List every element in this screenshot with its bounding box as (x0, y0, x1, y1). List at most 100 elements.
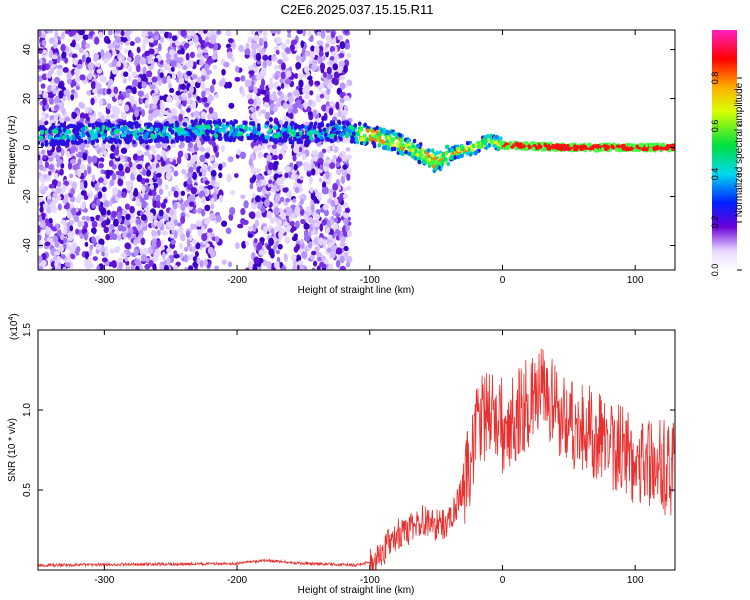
spectrogram-cell (151, 190, 157, 197)
spectrogram-cell (173, 230, 178, 239)
spectrogram-cell (310, 204, 315, 213)
spectrogram-cell (312, 260, 318, 267)
spectrogram-cell (100, 207, 107, 216)
spectrogram-ridge-cell (38, 140, 41, 145)
spectrogram-cell (286, 190, 293, 199)
spectrogram-cell (177, 222, 182, 227)
spectrogram-cell (248, 65, 254, 71)
spectrogram-cell (61, 51, 67, 59)
spectrogram-cell (262, 30, 268, 37)
spectrogram-cell (143, 193, 150, 201)
spectrogram-ridge-cell (150, 133, 154, 138)
spectrogram-cell (84, 241, 89, 247)
spectrogram-cell (272, 154, 279, 161)
spectrogram-cell (117, 99, 123, 104)
y-tick-label: -20 (22, 189, 33, 204)
spectrogram-cell (284, 172, 289, 179)
spectrogram-cell (155, 142, 162, 149)
spectrogram-cell (315, 209, 321, 214)
spectrogram-cell (91, 155, 98, 164)
spectrogram-cell (252, 98, 257, 106)
spectrogram-ridge-cell (239, 124, 244, 129)
spectrogram-cell (98, 99, 104, 107)
spectrogram-cell (112, 233, 118, 241)
spectrogram-cell (53, 172, 59, 179)
spectrogram-cell (118, 56, 123, 62)
spectrogram-cell (333, 54, 340, 60)
spectrogram-ridge-cell (282, 137, 287, 143)
spectrogram-cell (208, 93, 213, 102)
spectrogram-ridge-cell (44, 129, 49, 135)
spectrogram-cell (313, 222, 320, 228)
spectrogram-ridge-cell (229, 135, 234, 140)
spectrogram-cell (185, 52, 190, 61)
spectrogram-cell (103, 150, 108, 157)
spectrogram-cell (123, 219, 130, 226)
spectrogram-cell (327, 242, 334, 248)
spectrogram-cell (204, 37, 210, 43)
spectrogram-cell (329, 39, 337, 44)
spectrogram-cell (188, 40, 194, 47)
spectrogram-cell (184, 246, 189, 252)
spectrogram-ridge-cell (368, 137, 373, 142)
spectrogram-cell (343, 95, 350, 102)
spectrogram-ridge-cell (285, 133, 290, 138)
spectrogram-cell (44, 186, 49, 191)
spectrogram-cell (124, 203, 130, 210)
spectrogram-cell (342, 193, 349, 200)
y-tick-label: 20 (22, 93, 33, 105)
spectrogram-cell (266, 154, 272, 162)
spectrogram-ridge-cell (510, 144, 515, 150)
spectrogram-cell (63, 243, 67, 250)
spectrogram-ridge-cell (61, 135, 66, 140)
spectrogram-ridge-cell (529, 141, 534, 146)
spectrogram-cell (169, 87, 175, 94)
spectrogram-cell (198, 190, 206, 198)
spectrogram-cell (293, 89, 300, 97)
spectrogram-cell (180, 48, 185, 55)
spectrogram-ridge-cell (278, 136, 283, 142)
spectrogram-ridge-cell (296, 138, 300, 144)
spectrogram-cell (329, 60, 336, 66)
spectrogram-ridge-cell (540, 141, 545, 147)
y-tick-label: 1.0 (22, 403, 33, 417)
spectrogram-cell (119, 154, 125, 160)
spectrogram-ridge-cell (566, 145, 570, 150)
spectrogram-cell (276, 177, 282, 186)
spectrogram-cell (203, 258, 208, 267)
spectrogram-cell (283, 253, 288, 263)
spectrogram-cell (253, 145, 260, 153)
spectrogram-cell (343, 104, 348, 111)
spectrogram-cell (344, 30, 349, 35)
spectrogram-cell (281, 142, 288, 152)
spectrogram-cell (326, 247, 332, 253)
spectrogram-ridge-cell (372, 141, 377, 147)
spectrogram-cell (343, 212, 349, 219)
spectrogram-cell (278, 231, 284, 239)
spectrogram-ridge-cell (233, 131, 238, 137)
spectrogram-cell (234, 173, 239, 179)
spectrogram-ridge-cell (72, 124, 76, 129)
spectrogram-cell (62, 66, 69, 73)
spectrogram-ridge-cell (516, 142, 521, 147)
spectrogram-cell (262, 186, 267, 195)
spectrogram-cell (234, 76, 241, 82)
spectrogram-ridge-cell (222, 128, 226, 133)
spectrogram-cell (98, 31, 103, 39)
spectrogram-cell (127, 65, 133, 73)
spectrogram-cell (90, 227, 97, 234)
spectrogram-ridge-cell (83, 139, 88, 144)
spectrogram-ridge-cell (203, 124, 208, 129)
spectrogram-ridge-cell (355, 131, 360, 136)
spectrogram-cell (229, 206, 236, 216)
spectrogram-cell (192, 256, 198, 262)
spectrogram-ridge-cell (101, 135, 106, 140)
spectrogram-cell (170, 143, 176, 149)
spectrogram-cell (321, 219, 328, 226)
x-tick-label: -100 (360, 275, 380, 286)
spectrogram-cell (117, 224, 124, 232)
spectrogram-cell (41, 213, 46, 221)
spectrogram-cell (195, 242, 200, 250)
spectrogram-ridge-cell (319, 135, 324, 140)
spectrogram-cell (180, 233, 186, 242)
